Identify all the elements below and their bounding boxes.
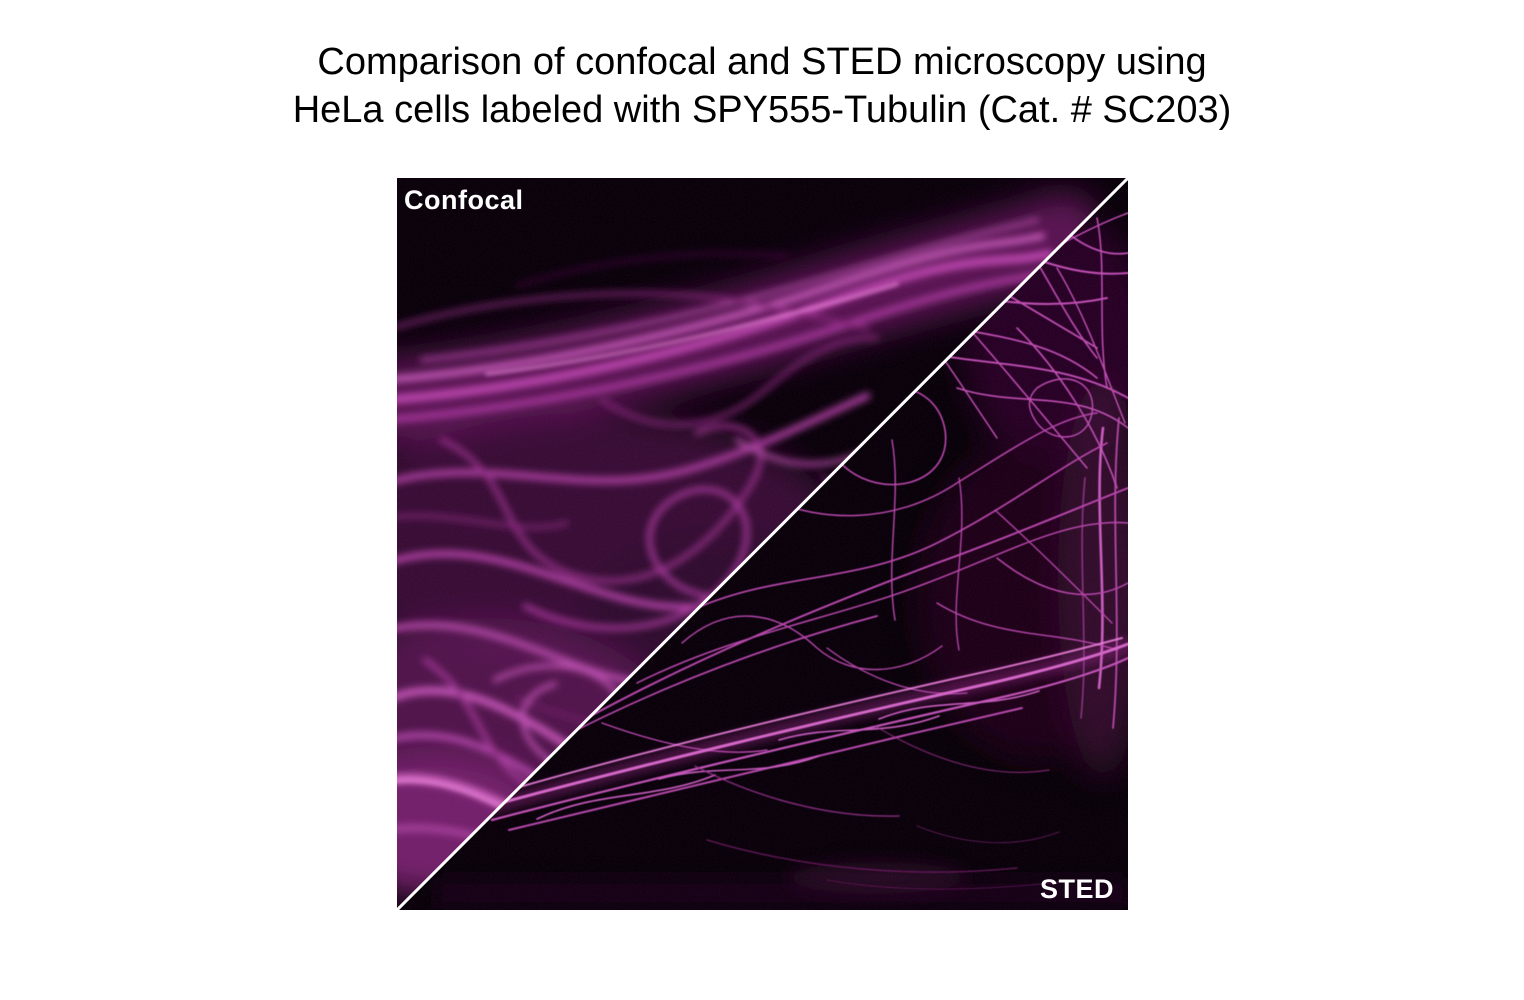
confocal-label: Confocal	[404, 185, 524, 215]
filament-graphic	[397, 178, 1128, 910]
diagonal-divider-line	[397, 178, 1128, 910]
title-line-2: HeLa cells labeled with SPY555-Tubulin (…	[292, 89, 1232, 131]
microscopy-image: Confocal STED	[397, 178, 1128, 910]
sted-label: STED	[1039, 874, 1114, 904]
figure-title: Comparison of confocal and STED microsco…	[0, 38, 1524, 134]
title-line-1: Comparison of confocal and STED microsco…	[317, 41, 1207, 83]
